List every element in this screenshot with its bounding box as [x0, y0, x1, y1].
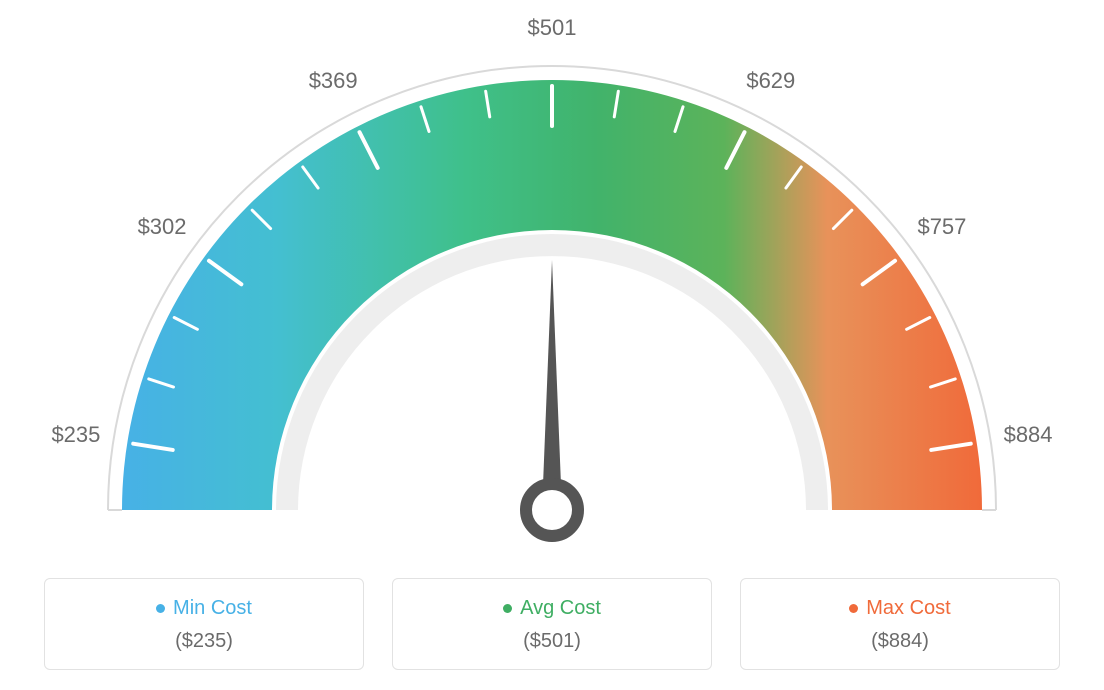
legend-row: Min Cost ($235) Avg Cost ($501) Max Cost… [0, 578, 1104, 670]
gauge-tick-label: $501 [528, 15, 577, 41]
dot-icon [156, 604, 165, 613]
gauge-tick-label: $369 [309, 68, 358, 94]
cost-gauge-widget: $235 $302 $369 $501 $629 $757 $884 Min Cost ($… [0, 0, 1104, 690]
legend-value: ($501) [403, 630, 701, 653]
legend-value: ($884) [751, 630, 1049, 653]
legend-card-max: Max Cost ($884) [740, 578, 1060, 670]
legend-title-avg: Avg Cost [503, 597, 601, 620]
legend-title-min: Min Cost [156, 597, 252, 620]
gauge-tick-label: $757 [917, 214, 966, 240]
legend-card-min: Min Cost ($235) [44, 578, 364, 670]
legend-label: Max Cost [866, 597, 950, 620]
gauge-tick-label: $629 [746, 68, 795, 94]
legend-label: Avg Cost [520, 597, 601, 620]
legend-label: Min Cost [173, 597, 252, 620]
legend-title-max: Max Cost [849, 597, 950, 620]
dot-icon [503, 604, 512, 613]
gauge-tick-label: $235 [51, 422, 100, 448]
gauge-tick-label: $302 [138, 214, 187, 240]
legend-card-avg: Avg Cost ($501) [392, 578, 712, 670]
gauge-svg [0, 0, 1104, 560]
dot-icon [849, 604, 858, 613]
legend-value: ($235) [55, 630, 353, 653]
gauge-area: $235 $302 $369 $501 $629 $757 $884 [0, 0, 1104, 560]
gauge-tick-label: $884 [1004, 422, 1053, 448]
